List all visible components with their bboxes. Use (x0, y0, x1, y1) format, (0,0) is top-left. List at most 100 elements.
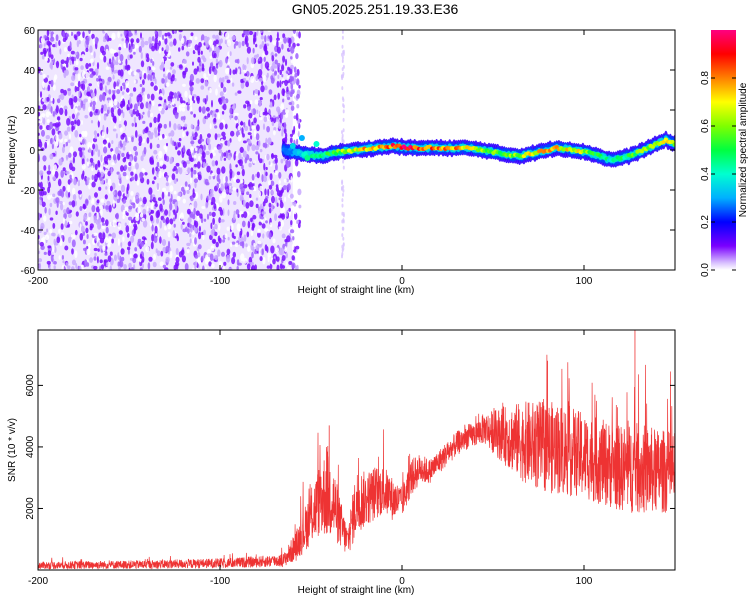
noise-speck (67, 139, 71, 144)
noise-speck (78, 90, 81, 97)
noise-speck (215, 241, 219, 248)
noise-speck (268, 232, 272, 240)
noise-speck (235, 151, 238, 157)
noise-speck (158, 30, 162, 38)
noise-speck (144, 94, 148, 102)
noise-speck (226, 226, 231, 231)
y-tick-label: -60 (21, 266, 36, 277)
noise-speck (150, 81, 154, 87)
noise-speck (99, 265, 102, 270)
noise-speck (235, 67, 238, 75)
noise-speck (47, 103, 52, 110)
noise-speck (67, 53, 71, 58)
noise-speck (103, 203, 106, 209)
noise-speck (58, 228, 61, 234)
noise-speck (279, 263, 283, 270)
snr-xlabel: Height of straight line (km) (298, 585, 415, 596)
noise-speck (296, 43, 300, 47)
noise-speck (46, 170, 52, 175)
noise-speck (68, 133, 72, 140)
noise-speck (99, 245, 103, 250)
noise-speck (90, 92, 96, 98)
noise-speck (277, 122, 282, 130)
noise-speck (255, 151, 259, 155)
noise-speck (68, 236, 72, 244)
noise-speck (59, 107, 64, 116)
noise-speck (65, 141, 69, 147)
noise-speck (213, 231, 218, 237)
noise-speck (225, 188, 229, 193)
noise-speck (289, 137, 293, 144)
noise-speck (70, 82, 75, 87)
noise-speck (193, 200, 198, 209)
noise-speck (140, 32, 142, 39)
noise-speck (245, 202, 250, 209)
noise-speck (341, 233, 344, 238)
noise-speck (178, 47, 181, 52)
noise-speck (153, 235, 158, 243)
noise-speck (196, 65, 199, 72)
noise-speck (128, 109, 133, 115)
noise-speck (157, 154, 160, 161)
noise-speck (201, 106, 206, 114)
noise-speck (75, 60, 79, 66)
noise-speck (261, 211, 266, 215)
noise-speck (282, 207, 286, 213)
noise-speck (119, 178, 122, 184)
noise-speck (296, 79, 300, 86)
noise-speck (276, 264, 280, 270)
noise-speck (227, 149, 231, 153)
noise-speck (175, 256, 180, 263)
noise-speck (278, 197, 283, 201)
noise-speck (110, 107, 115, 115)
noise-speck (231, 241, 236, 245)
noise-speck (276, 80, 280, 88)
noise-speck (240, 179, 244, 184)
noise-speck (255, 244, 260, 252)
noise-speck (82, 104, 86, 111)
noise-speck (51, 169, 56, 176)
noise-speck (55, 197, 60, 204)
noise-speck (170, 130, 175, 137)
noise-speck (104, 85, 107, 92)
noise-speck (117, 190, 122, 197)
noise-speck (62, 167, 66, 172)
noise-speck (248, 162, 252, 168)
noise-speck (162, 164, 167, 170)
noise-speck (204, 77, 209, 81)
noise-speck (260, 35, 264, 40)
noise-speck (164, 32, 168, 37)
noise-speck (271, 189, 274, 196)
noise-speck (82, 31, 85, 39)
noise-speck (246, 263, 251, 270)
noise-speck (123, 84, 126, 90)
noise-speck (341, 186, 343, 190)
noise-speck (106, 126, 109, 135)
noise-speck (342, 219, 345, 224)
noise-speck (162, 199, 165, 206)
noise-speck (289, 193, 294, 199)
noise-speck (238, 41, 242, 49)
noise-speck (83, 98, 88, 103)
noise-speck (105, 178, 108, 183)
noise-speck (109, 265, 112, 270)
noise-speck (241, 213, 244, 218)
noise-speck (295, 113, 299, 121)
noise-speck (286, 235, 291, 243)
noise-speck (157, 135, 163, 140)
noise-speck (298, 84, 301, 89)
noise-speck (168, 209, 171, 217)
noise-speck (127, 241, 132, 247)
noise-speck (134, 247, 138, 252)
noise-speck (295, 53, 299, 60)
noise-speck (88, 148, 92, 153)
noise-speck (290, 105, 295, 111)
noise-speck (240, 81, 245, 89)
snr-marks (38, 330, 675, 570)
noise-speck (103, 156, 108, 164)
noise-speck (131, 267, 134, 270)
noise-speck (177, 150, 181, 156)
noise-speck (202, 152, 206, 159)
noise-speck (47, 84, 51, 92)
